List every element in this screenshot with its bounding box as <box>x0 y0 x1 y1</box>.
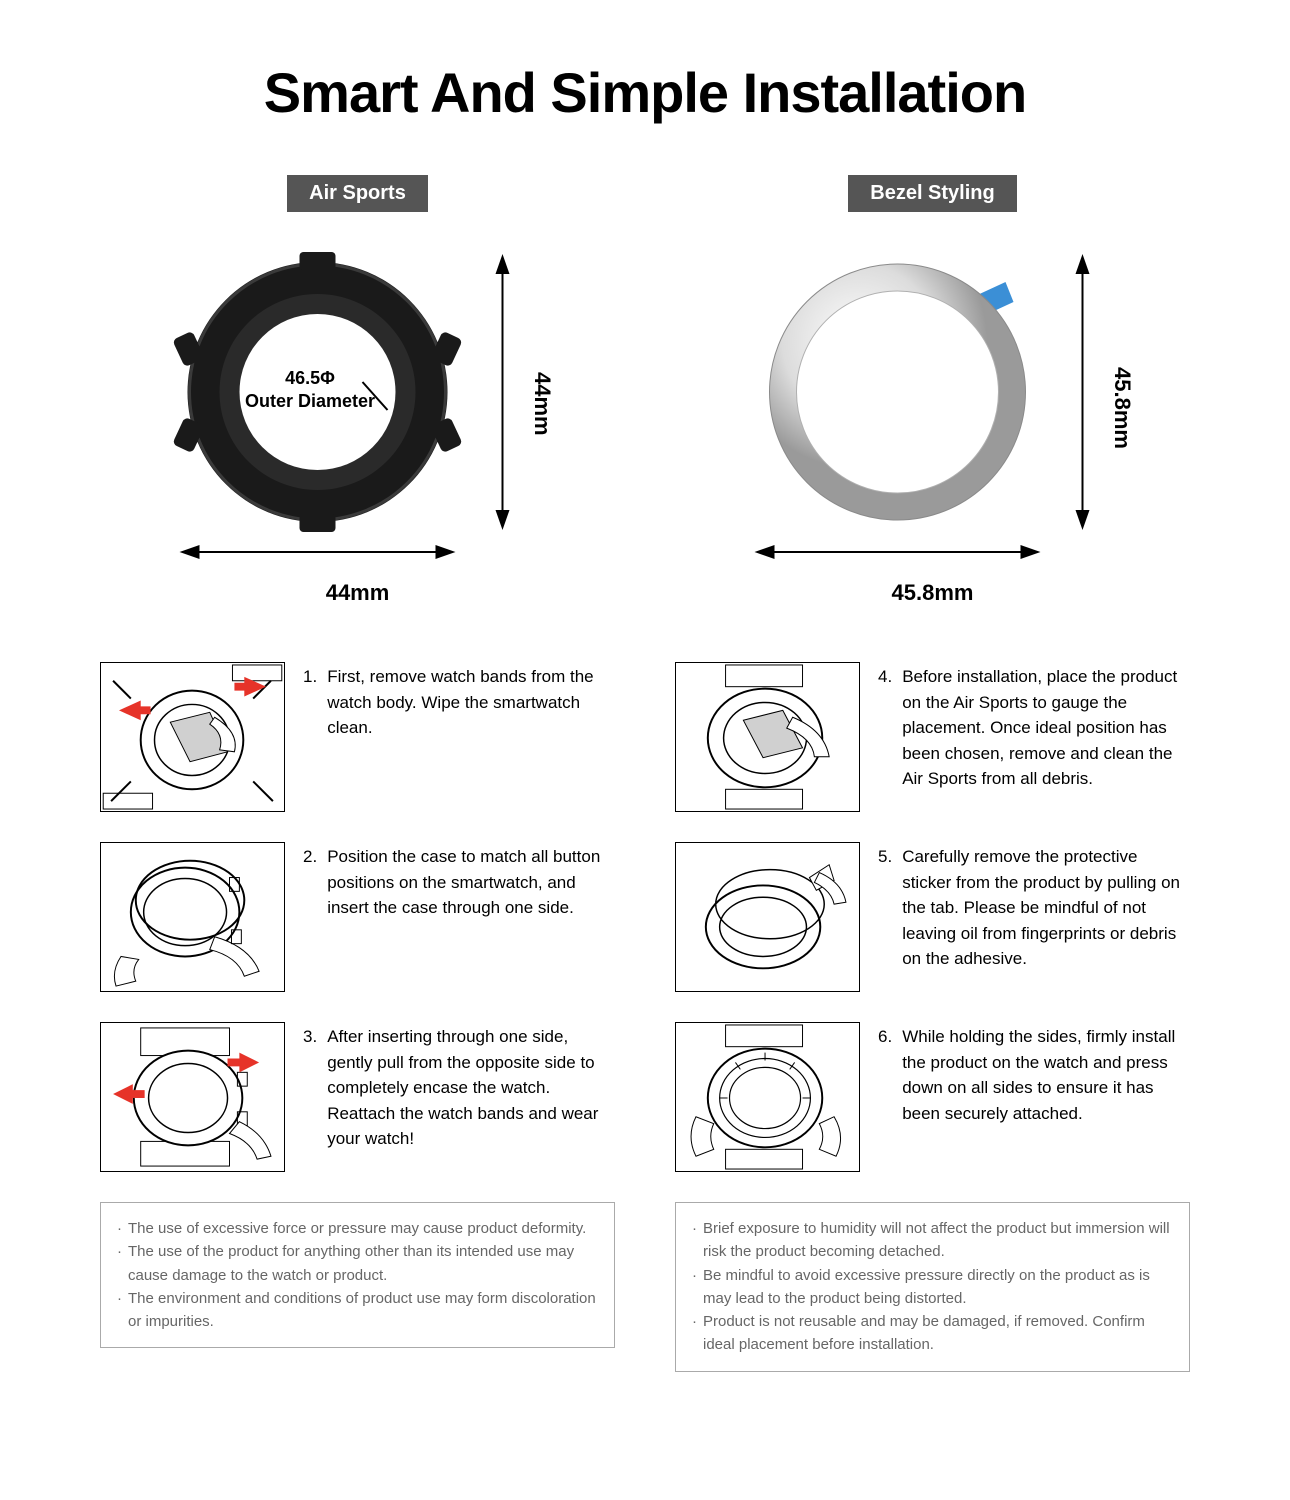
step-5: 5. Carefully remove the protective stick… <box>675 842 1190 992</box>
step-4: 4. Before installation, place the produc… <box>675 662 1190 812</box>
note-text: Product is not reusable and may be damag… <box>703 1310 1173 1357</box>
step-4-image <box>675 662 860 812</box>
width-label-right: 45.8mm <box>675 580 1190 606</box>
step-1-image <box>100 662 285 812</box>
step-2: 2. Position the case to match all button… <box>100 842 615 992</box>
steps-right: 4. Before installation, place the produc… <box>675 662 1190 1172</box>
columns: Air Sports <box>100 175 1190 1372</box>
step-4-text: Before installation, place the product o… <box>902 664 1190 792</box>
step-3-text: After inserting through one side, gently… <box>327 1024 615 1152</box>
note-line: ·The use of the product for anything oth… <box>117 1240 598 1287</box>
step-5-num: 5. <box>878 844 892 972</box>
note-text: Be mindful to avoid excessive pressure d… <box>703 1264 1173 1311</box>
steps-left: 1. First, remove watch bands from the wa… <box>100 662 615 1172</box>
step-3-image <box>100 1022 285 1172</box>
note-text: Brief exposure to humidity will not affe… <box>703 1217 1173 1264</box>
note-line: ·Product is not reusable and may be dama… <box>692 1310 1173 1357</box>
inner-diameter-value: 46.5Φ <box>285 368 335 388</box>
inner-diameter-label: Outer Diameter <box>245 391 375 411</box>
step-3: 3. After inserting through one side, gen… <box>100 1022 615 1172</box>
note-line: ·Brief exposure to humidity will not aff… <box>692 1217 1173 1264</box>
badge-air-sports: Air Sports <box>287 175 428 212</box>
bullet-dot: · <box>692 1264 697 1311</box>
step-1: 1. First, remove watch bands from the wa… <box>100 662 615 812</box>
bullet-dot: · <box>117 1240 122 1287</box>
height-label-left: 44mm <box>529 372 555 436</box>
page-title: Smart And Simple Installation <box>100 60 1190 125</box>
step-6: 6. While holding the sides, firmly insta… <box>675 1022 1190 1172</box>
badge-bezel-styling: Bezel Styling <box>848 175 1016 212</box>
step-2-num: 2. <box>303 844 317 921</box>
note-text: The environment and conditions of produc… <box>128 1287 598 1334</box>
diagram-air-sports: 46.5Φ Outer Diameter 44mm 44mm <box>100 232 615 612</box>
step-5-image <box>675 842 860 992</box>
step-6-image <box>675 1022 860 1172</box>
column-air-sports: Air Sports <box>100 175 615 1372</box>
step-5-text: Carefully remove the protective sticker … <box>902 844 1190 972</box>
step-4-num: 4. <box>878 664 892 792</box>
step-3-num: 3. <box>303 1024 317 1152</box>
note-line: · The use of excessive force or pressure … <box>117 1217 598 1240</box>
bullet-dot: · <box>692 1310 697 1357</box>
note-text: The use of the product for anything othe… <box>128 1240 598 1287</box>
notes-left: · The use of excessive force or pressure … <box>100 1202 615 1348</box>
width-label-left: 44mm <box>100 580 615 606</box>
step-1-text: First, remove watch bands from the watch… <box>327 664 615 741</box>
step-2-image <box>100 842 285 992</box>
column-bezel-styling: Bezel Styling <box>675 175 1190 1372</box>
note-line: ·Be mindful to avoid excessive pressure … <box>692 1264 1173 1311</box>
step-2-text: Position the case to match all button po… <box>327 844 615 921</box>
bullet-dot: · <box>117 1217 122 1240</box>
step-6-num: 6. <box>878 1024 892 1126</box>
height-label-right: 45.8mm <box>1109 367 1135 449</box>
bullet-dot: · <box>117 1287 122 1334</box>
note-line: ·The environment and conditions of produ… <box>117 1287 598 1334</box>
step-1-num: 1. <box>303 664 317 741</box>
bullet-dot: · <box>692 1217 697 1264</box>
notes-right: ·Brief exposure to humidity will not aff… <box>675 1202 1190 1372</box>
diagram-bezel-styling: 45.8mm 45.8mm <box>675 232 1190 612</box>
note-text: The use of excessive force or pressure m… <box>128 1217 586 1240</box>
step-6-text: While holding the sides, firmly install … <box>902 1024 1190 1126</box>
